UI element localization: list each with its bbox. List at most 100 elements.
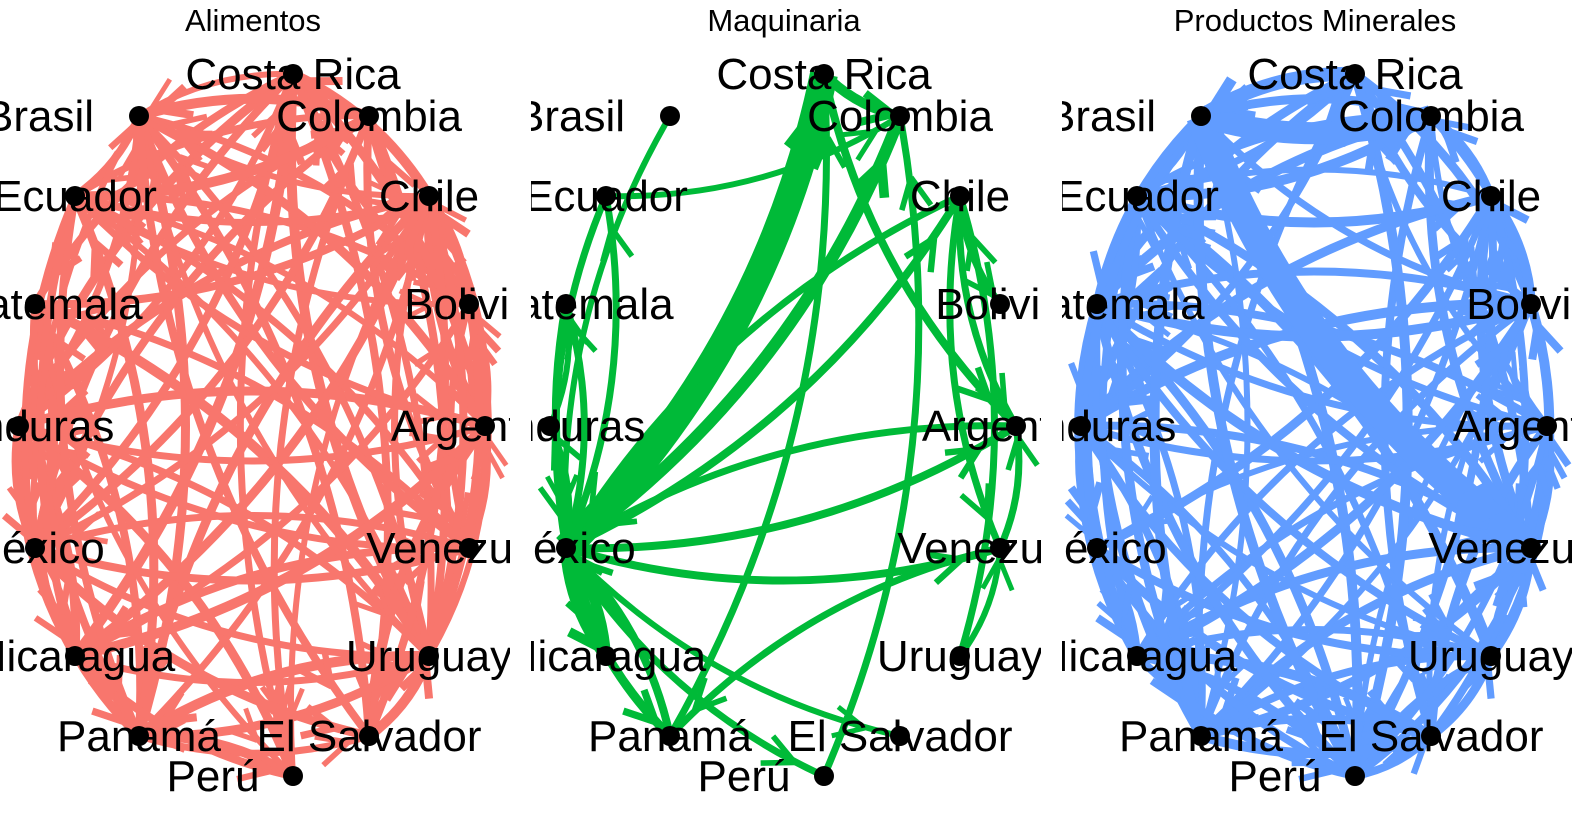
edge-Panamá-to-Costa Rica	[666, 73, 831, 738]
node-label-El Salvador: El Salvador	[256, 712, 481, 761]
node-label-Colombia: Colombia	[807, 92, 993, 141]
edge-arrowhead	[398, 288, 432, 308]
node-Venezuela	[1521, 538, 1541, 558]
edge-arrowhead	[640, 688, 659, 724]
edge-Uruguay-to-Colombia	[365, 114, 449, 657]
node-label-Guatemala: Guatemala	[0, 280, 143, 329]
edge-arrowhead	[1152, 664, 1184, 692]
edge-arrowhead	[1414, 643, 1449, 657]
node-label-Colombia: Colombia	[276, 92, 462, 141]
edge-Bolivia-to-Costa Rica	[1352, 70, 1536, 306]
node-label-Honduras: Honduras	[986, 402, 1177, 451]
edge-arrowhead	[472, 323, 502, 354]
edge-Chile-to-Venezuela	[946, 195, 1004, 550]
edge-arrowhead	[87, 678, 120, 703]
edge-arrowhead	[1361, 724, 1397, 740]
edge-arrowhead	[1458, 237, 1469, 273]
node-label-Ecuador: Ecuador	[1055, 172, 1219, 221]
node-Colombia	[359, 106, 379, 126]
node-label-Costa Rica: Costa Rica	[1247, 50, 1463, 99]
edge-arrowhead	[299, 668, 334, 690]
edge-arrowhead	[1, 512, 33, 541]
node-Argentina	[1006, 416, 1026, 436]
node-Honduras	[540, 416, 560, 436]
edge-Costa Rica-to-Argentina	[820, 73, 1019, 429]
node-Costa Rica	[283, 64, 303, 84]
edge-arrowhead	[363, 197, 398, 209]
edge-arrowhead	[1089, 250, 1105, 286]
node-label-Uruguay: Uruguay	[1408, 632, 1574, 681]
edge-arrowhead	[409, 430, 444, 442]
edge-Brasil-to-Perú	[1193, 115, 1360, 779]
node-Argentina	[1537, 416, 1557, 436]
edge-arrowhead	[1528, 325, 1542, 361]
edge-arrowhead	[1526, 557, 1547, 592]
edge-Uruguay-to-Bolivia	[425, 303, 484, 658]
edge-arrowhead	[1376, 86, 1412, 100]
edge-arrowhead	[1305, 88, 1340, 106]
node-label-Brasil: Brasil	[0, 92, 94, 141]
node-Honduras	[1071, 416, 1091, 436]
edge-arrowhead	[1460, 662, 1491, 692]
edge-arrowhead	[1412, 615, 1448, 627]
node-Nicaragua	[596, 646, 616, 666]
node-label-Honduras: Honduras	[455, 402, 646, 451]
edge-arrowhead	[459, 492, 471, 527]
node-label-Colombia: Colombia	[1338, 92, 1524, 141]
edge-arrowhead	[1451, 533, 1487, 550]
edge-arrowhead	[622, 707, 657, 726]
edge-arrowhead	[1005, 436, 1021, 471]
edge-arrowhead	[372, 235, 405, 260]
node-label-Perú: Perú	[167, 752, 260, 801]
edge-arrowhead	[1099, 587, 1127, 617]
edge-arrowhead	[1015, 435, 1040, 467]
edge-arrowhead	[1149, 677, 1182, 703]
edge-arrowhead	[435, 244, 461, 276]
edge-Ecuador-to-Bolivia	[73, 193, 470, 308]
edge-arrowhead	[691, 676, 708, 712]
node-Brasil	[1191, 106, 1211, 126]
edge-arrowhead	[413, 393, 444, 419]
edge-arrowhead	[956, 385, 991, 403]
edge-arrowhead	[903, 235, 936, 260]
edge-arrowhead	[318, 97, 354, 115]
edge-arrowhead	[483, 447, 505, 480]
edge-Honduras-to-El Salvador	[1077, 423, 1433, 740]
edge-arrowhead	[1068, 362, 1087, 397]
edge-arrowhead	[402, 557, 433, 586]
node-Nicaragua	[1127, 646, 1147, 666]
edge-arrowhead	[1357, 714, 1392, 722]
edge-arrowhead	[1158, 652, 1188, 683]
edge-arrowhead	[1464, 312, 1495, 342]
edge-arrowhead	[997, 557, 1015, 592]
edge-arrowhead	[1441, 129, 1460, 164]
node-El Salvador	[1421, 726, 1441, 746]
edge-México-to-Colombia	[562, 113, 906, 553]
edge-arrowhead	[359, 654, 392, 675]
node-México	[25, 538, 45, 558]
node-label-Bolivia: Bolivia	[1466, 280, 1581, 329]
edge-arrowhead	[961, 277, 995, 298]
edge-arrowhead	[853, 160, 885, 191]
edge-arrowhead	[412, 343, 445, 368]
edge-arrowhead	[1180, 645, 1194, 681]
edge-arrowhead	[1516, 460, 1542, 492]
edge-Brasil-to-Panamá	[1149, 114, 1206, 738]
edge-arrowhead	[1080, 363, 1104, 397]
node-México	[556, 538, 576, 558]
edge-México-to-Argentina	[565, 422, 1019, 553]
node-Bolivia	[990, 294, 1010, 314]
node-label-Guatemala: Guatemala	[989, 280, 1205, 329]
node-label-Panamá: Panamá	[1119, 712, 1283, 761]
edge-arrowhead	[1457, 306, 1493, 320]
node-label-Panamá: Panamá	[57, 712, 221, 761]
edge-arrowhead	[1087, 481, 1105, 517]
edge-arrowhead	[855, 129, 878, 162]
edge-arrowhead	[399, 302, 432, 323]
edge-Ecuador-to-Nicaragua	[36, 194, 79, 658]
node-Guatemala	[25, 294, 45, 314]
edge-arrowhead	[383, 669, 409, 702]
edge-arrowhead	[1316, 686, 1328, 722]
edge-arrowhead	[1410, 740, 1429, 775]
edge-Brasil-to-Uruguay	[136, 115, 432, 659]
